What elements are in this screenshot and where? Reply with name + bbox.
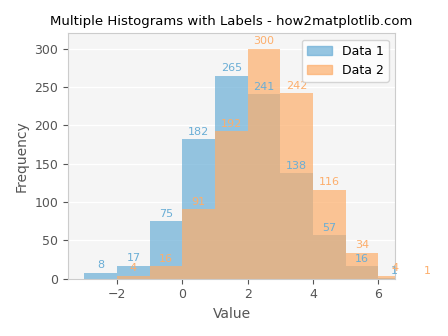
Bar	[313, 235, 346, 279]
Text: 1: 1	[391, 266, 398, 276]
X-axis label: Value: Value	[212, 307, 250, 321]
Bar	[379, 276, 411, 279]
Text: 17: 17	[126, 253, 141, 263]
Text: 91: 91	[192, 197, 206, 207]
Bar	[182, 139, 215, 279]
Text: 265: 265	[221, 63, 242, 73]
Bar	[150, 266, 182, 279]
Bar	[280, 93, 313, 279]
Bar	[379, 278, 411, 279]
Bar	[182, 209, 215, 279]
Bar	[215, 131, 248, 279]
Text: 242: 242	[286, 81, 307, 91]
Text: 116: 116	[319, 177, 340, 187]
Bar	[248, 49, 280, 279]
Title: Multiple Histograms with Labels - how2matplotlib.com: Multiple Histograms with Labels - how2ma…	[50, 15, 413, 28]
Text: 1: 1	[424, 266, 431, 276]
Bar	[117, 266, 150, 279]
Bar	[346, 266, 379, 279]
Text: 57: 57	[323, 223, 336, 233]
Bar	[313, 190, 346, 279]
Text: 4: 4	[391, 263, 398, 274]
Text: 192: 192	[221, 119, 242, 129]
Y-axis label: Frequency: Frequency	[15, 120, 29, 192]
Bar	[411, 278, 444, 279]
Bar	[85, 272, 117, 279]
Text: 4: 4	[130, 263, 137, 274]
Bar	[280, 173, 313, 279]
Text: 34: 34	[355, 240, 369, 250]
Text: 16: 16	[355, 254, 369, 264]
Bar	[117, 276, 150, 279]
Text: 16: 16	[159, 254, 173, 264]
Bar	[150, 221, 182, 279]
Text: 8: 8	[97, 260, 104, 270]
Text: 241: 241	[254, 82, 275, 92]
Text: 75: 75	[159, 209, 173, 219]
Text: 138: 138	[286, 161, 307, 171]
Bar	[248, 94, 280, 279]
Text: 300: 300	[254, 36, 275, 46]
Legend: Data 1, Data 2: Data 1, Data 2	[302, 40, 388, 82]
Bar	[215, 76, 248, 279]
Bar	[346, 253, 379, 279]
Text: 182: 182	[188, 127, 209, 137]
